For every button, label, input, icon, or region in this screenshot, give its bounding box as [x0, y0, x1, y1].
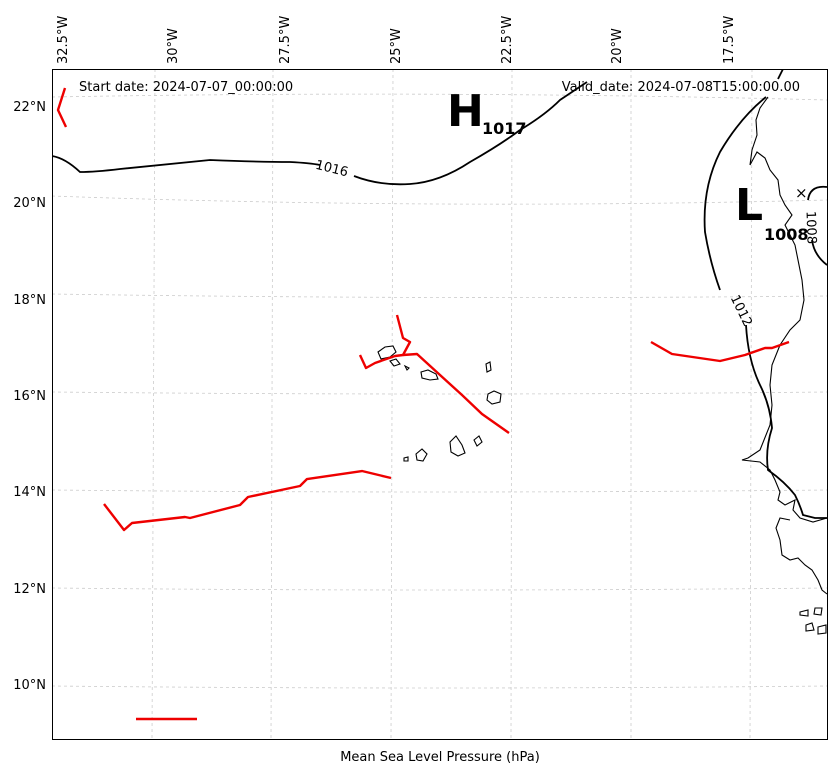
- lat-tick-label: 20°N: [13, 196, 46, 211]
- lon-tick-label: 17.5°W: [722, 16, 737, 64]
- high-pressure-icon: H: [447, 86, 484, 137]
- lon-tick-label: 30°W: [166, 28, 181, 64]
- isobar-1012: [703, 96, 767, 291]
- isobar-label-1016: 1016: [314, 158, 350, 181]
- graticule: [51, 68, 828, 741]
- lon-tick-label: 22.5°W: [500, 16, 515, 64]
- lat-tick-label: 22°N: [13, 100, 46, 115]
- lon-tick-label: 32.5°W: [56, 16, 71, 64]
- low-center-marker: ×: [795, 184, 808, 202]
- map-frame: [52, 69, 828, 740]
- lat-tick-label: 14°N: [13, 485, 46, 500]
- isobar-1008: [807, 185, 828, 201]
- high-pressure-center: H 1017: [447, 86, 527, 138]
- cape-verde-islands: [377, 345, 502, 462]
- map-caption: Mean Sea Level Pressure (hPa): [340, 750, 540, 765]
- low-pressure-center: L 1008 ×: [735, 180, 809, 244]
- lon-tick-label: 25°W: [389, 28, 404, 64]
- longitude-ticks: 32.5°W 30°W 27.5°W 25°W 22.5°W 20°W 17.5…: [56, 16, 737, 64]
- coastline: [741, 96, 828, 635]
- isobar-label-1008: 1008: [803, 211, 819, 245]
- fronts: [56, 87, 790, 721]
- lat-tick-label: 10°N: [13, 678, 46, 693]
- lat-tick-label: 16°N: [13, 389, 46, 404]
- valid-date-label: Valid_date: 2024-07-08T15:00:00.00: [562, 80, 800, 95]
- high-pressure-value: 1017: [482, 119, 527, 138]
- lat-tick-label: 18°N: [13, 293, 46, 308]
- isobar-label-1012: 1012: [727, 293, 755, 329]
- lat-tick-label: 12°N: [13, 582, 46, 597]
- latitude-ticks: 22°N 20°N 18°N 16°N 14°N 12°N 10°N: [13, 100, 46, 693]
- start-date-label: Start date: 2024-07-07_00:00:00: [79, 80, 293, 95]
- isobars: [51, 68, 828, 519]
- low-pressure-value: 1008: [764, 225, 809, 244]
- low-pressure-icon: L: [735, 180, 763, 231]
- lon-tick-label: 27.5°W: [278, 16, 293, 64]
- lon-tick-label: 20°W: [610, 28, 625, 64]
- isobar-1016: [51, 155, 321, 173]
